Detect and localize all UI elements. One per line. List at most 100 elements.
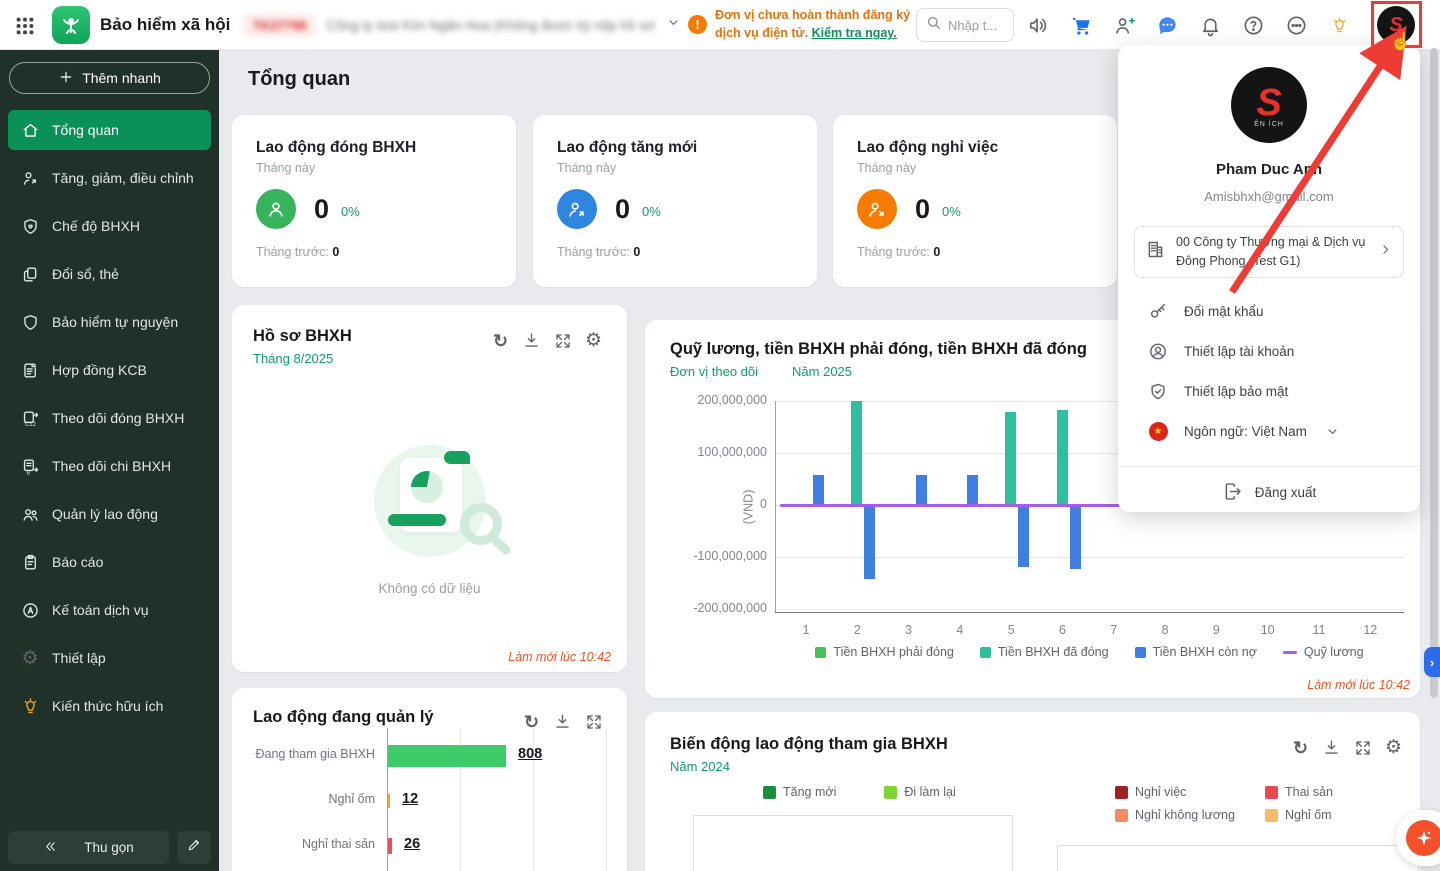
announcement-icon[interactable] <box>1026 13 1050 37</box>
company-name: Công ty test Kim Ngân Hoa (Không được ký… <box>326 17 657 33</box>
more-options-icon[interactable] <box>1284 13 1308 37</box>
chart-title: Quỹ lương, tiền BHXH phải đóng, tiền BHX… <box>670 340 1087 358</box>
sidebar-item-theo-doi-dong-bhxh[interactable]: C12 Theo dõi đóng BHXH <box>0 394 219 442</box>
legend-swatch <box>1265 808 1278 822</box>
stat-percent: 0% <box>341 203 360 219</box>
year-filter[interactable]: Năm 2024 <box>670 759 730 774</box>
y-axis-label: (VND) <box>741 489 756 525</box>
legend-swatch <box>1282 650 1297 654</box>
sidebar-item-theo-doi-chi-bhxh[interactable]: 8 Theo dõi chi BHXH <box>0 442 219 490</box>
stat-value: 0 <box>915 193 931 224</box>
page-title: Tổng quan <box>248 68 351 90</box>
expand-icon[interactable] <box>553 331 572 350</box>
dropdown-item-doi-mat-khau[interactable]: Đổi mật khẩu <box>1118 291 1420 331</box>
chat-icon[interactable] <box>1155 13 1179 37</box>
sidebar-item-tong-quan[interactable]: Tổng quan <box>8 110 211 150</box>
expand-icon[interactable] <box>1353 738 1372 757</box>
sidebar-item-ke-toan-dich-vu[interactable]: Kế toán dịch vụ <box>0 586 219 634</box>
legend-item[interactable]: Tiền BHXH phải đóng <box>815 645 954 659</box>
scrollbar-thumb[interactable] <box>1430 48 1438 698</box>
refresh-icon[interactable]: ↻ <box>523 711 540 732</box>
quick-add-button[interactable]: Thêm nhanh <box>9 62 210 94</box>
stat-title: Lao động đóng BHXH <box>256 139 417 156</box>
month-filter[interactable]: Tháng 8/2025 <box>253 351 334 366</box>
top-header: Bảo hiểm xã hội TK27798 Công ty test Kim… <box>0 0 1440 50</box>
service-warning: ! Đơn vị chưa hoàn thành đăng ký dịch vụ… <box>688 6 910 42</box>
expand-icon[interactable] <box>584 712 603 731</box>
sidebar-item-che-do-bhxh[interactable]: Chế độ BHXH <box>0 202 219 250</box>
legend-item[interactable]: Tăng mới <box>763 785 836 799</box>
sidebar-item-bao-hiem-tu-nguyen[interactable]: Bảo hiểm tự nguyện <box>0 298 219 346</box>
download-icon[interactable] <box>1322 738 1341 757</box>
legend-item[interactable]: Nghỉ ốm <box>1265 808 1385 822</box>
legend-item[interactable]: Nghỉ không lương <box>1115 808 1265 822</box>
notifications-bell-icon[interactable] <box>1198 13 1222 37</box>
legend-item[interactable]: Tiền BHXH còn nợ <box>1134 645 1257 659</box>
clipboard-icon <box>20 552 40 572</box>
gear-icon[interactable]: ⚙ <box>584 330 603 351</box>
legend-item[interactable]: Tiền BHXH đã đóng <box>979 645 1109 659</box>
stat-previous: Tháng trước: 0 <box>557 245 641 259</box>
download-icon[interactable] <box>522 331 541 350</box>
dropdown-item-thiet-lap-tai-khoan[interactable]: Thiết lập tài khoản <box>1118 331 1420 371</box>
collapse-sidebar-button[interactable]: Thu gọn <box>8 831 169 864</box>
legend-item[interactable]: Đi làm lại <box>884 785 956 799</box>
gear-icon: ⚙ <box>21 647 39 669</box>
search-input[interactable] <box>948 17 1004 33</box>
stat-period: Tháng này <box>857 161 917 175</box>
dropdown-item-label: Thiết lập bảo mật <box>1184 383 1289 399</box>
bar-nghi-om <box>388 794 390 808</box>
add-user-icon[interactable] <box>1112 13 1136 37</box>
sidebar-item-bao-cao[interactable]: Báo cáo <box>0 538 219 586</box>
download-icon[interactable] <box>553 712 572 731</box>
global-search[interactable] <box>916 8 1014 42</box>
sidebar-item-quan-ly-lao-dong[interactable]: Quản lý lao động <box>0 490 219 538</box>
assistant-button[interactable] <box>1406 820 1440 856</box>
y-tick-label: 0 <box>760 497 767 511</box>
legend-swatch <box>1134 646 1146 658</box>
dropdown-item-ngon-ngu[interactable]: ★ Ngôn ngữ: Việt Nam <box>1118 411 1420 451</box>
stat-title: Lao động nghỉ việc <box>857 139 999 156</box>
logout-button[interactable]: Đăng xuất <box>1118 473 1420 512</box>
check-now-link[interactable]: Kiểm tra ngay. <box>811 26 897 41</box>
edit-menu-button[interactable] <box>177 831 211 864</box>
gear-icon[interactable]: ⚙ <box>1384 737 1403 758</box>
bar-value-link[interactable]: 808 <box>518 746 543 762</box>
sidebar-item-kien-thuc-huu-ich[interactable]: Kiến thức hữu ích <box>0 682 219 730</box>
company-switcher[interactable]: 00 Công ty Thương mại & Dịch vụ Đông Phon… <box>1134 226 1404 278</box>
dropdown-item-thiet-lap-bao-mat[interactable]: Thiết lập bảo mật <box>1118 371 1420 411</box>
legend-swatch <box>884 785 898 799</box>
sidebar-item-thiet-lap[interactable]: ⚙ Thiết lập <box>0 634 219 682</box>
chart-title: Lao động đang quản lý <box>253 708 434 726</box>
app-logo-icon[interactable] <box>52 6 90 44</box>
company-selector[interactable]: TK27798 Công ty test Kim Ngân Hoa (Không… <box>243 8 681 42</box>
sidebar-item-doi-so-the[interactable]: Đổi sổ, thẻ <box>0 250 219 298</box>
stat-card-lao-dong-dong-bhxh: Lao động đóng BHXH Tháng này 0 0% Tháng … <box>232 115 516 287</box>
lamp-icon <box>20 696 40 716</box>
apps-grid-icon[interactable] <box>14 13 40 39</box>
cart-icon[interactable] <box>1069 13 1093 37</box>
scroll-icon <box>20 360 40 380</box>
whats-new-lamp-icon[interactable] <box>1327 13 1351 37</box>
legend-item[interactable]: Quỹ lương <box>1282 645 1364 659</box>
legend-item[interactable]: Thai sản <box>1265 785 1385 799</box>
unit-filter[interactable]: Đơn vị theo dõi <box>670 364 759 379</box>
sidebar-item-hop-dong-kcb[interactable]: Hợp đồng KCB <box>0 346 219 394</box>
bar-value-link[interactable]: 12 <box>402 791 419 807</box>
stat-previous: Tháng trước: 0 <box>256 245 340 259</box>
bar-value-link[interactable]: 26 <box>404 836 421 852</box>
refresh-icon[interactable]: ↻ <box>1292 737 1309 758</box>
legend-item[interactable]: Nghỉ việc <box>1115 785 1265 799</box>
sidebar-item-tang-giam-dieu-chinh[interactable]: Tăng, giảm, điều chỉnh <box>0 154 219 202</box>
legend-swatch <box>815 646 827 658</box>
year-filter[interactable]: Năm 2025 <box>792 364 853 379</box>
refreshed-at: Làm mới lúc 10:42 <box>1307 678 1410 692</box>
help-icon[interactable] <box>1241 13 1265 37</box>
expand-panel-tab[interactable]: › <box>1424 647 1440 677</box>
bar-da-dong-month-6 <box>1056 410 1068 505</box>
compass-icon <box>20 600 40 620</box>
sidebar-item-label: Tăng, giảm, điều chỉnh <box>52 170 194 186</box>
refresh-icon[interactable]: ↻ <box>492 330 509 351</box>
legend-label: Tiền BHXH đã đóng <box>997 645 1109 659</box>
